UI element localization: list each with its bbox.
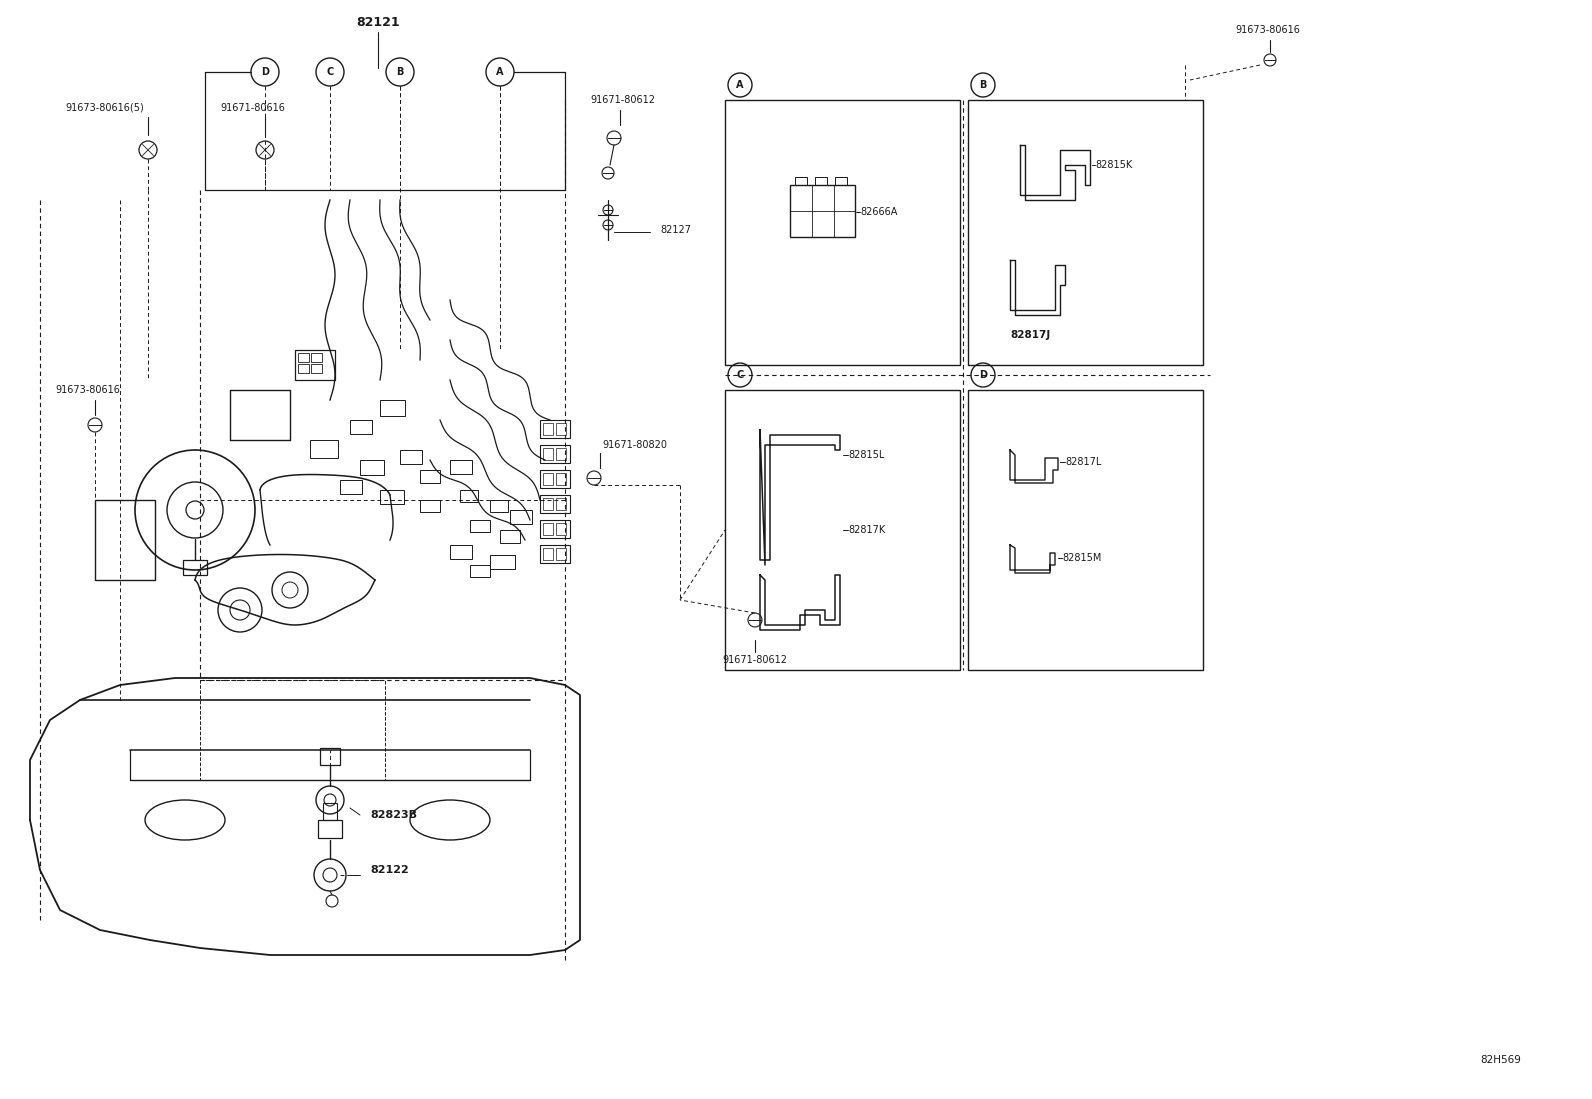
Text: 82666A: 82666A [860,207,898,217]
Text: B: B [979,80,987,90]
Text: 91671-80612: 91671-80612 [723,655,788,665]
Text: 91673-80616: 91673-80616 [1235,25,1301,35]
Bar [556,523,567,535]
Bar [380,490,404,504]
Text: 82817L: 82817L [1065,457,1102,467]
Bar [556,498,567,510]
Bar [298,353,309,362]
Text: C: C [326,67,334,77]
Bar [400,449,422,464]
Text: A: A [497,67,503,77]
Bar [540,495,570,513]
Bar [794,177,807,185]
Bar [310,364,322,373]
Bar [350,420,373,434]
Text: 91673-80616(5): 91673-80616(5) [65,103,143,113]
Bar [543,548,552,560]
Bar [341,480,361,493]
Text: 82H569: 82H569 [1481,1055,1520,1065]
Text: C: C [737,370,743,380]
Bar [323,803,338,820]
Text: 82122: 82122 [369,865,409,875]
Bar [556,473,567,485]
Bar [420,470,439,482]
Text: D: D [261,67,269,77]
Text: D: D [979,370,987,380]
Text: 82817K: 82817K [849,525,885,535]
Bar [540,445,570,463]
Bar [360,460,384,475]
Bar [380,400,404,417]
Bar [451,460,471,474]
Bar [201,680,385,780]
Bar [460,490,478,502]
Text: 82121: 82121 [357,15,400,29]
Bar [968,390,1204,670]
Text: A: A [736,80,743,90]
Bar [540,520,570,539]
Text: 82127: 82127 [661,225,691,235]
Text: B: B [396,67,404,77]
Text: 82815K: 82815K [1095,160,1132,170]
Bar [556,548,567,560]
Bar [556,423,567,435]
Bar [724,100,960,365]
Bar [470,520,490,532]
Text: 82815L: 82815L [849,449,885,460]
Text: 82817J: 82817J [1009,330,1051,340]
Bar [540,420,570,439]
Text: 91673-80616: 91673-80616 [56,385,119,395]
Bar [543,448,552,460]
Bar [320,748,341,765]
Bar [543,498,552,510]
Bar [790,185,855,237]
Bar [490,500,508,512]
Text: 91671-80616: 91671-80616 [220,103,285,113]
Text: 91671-80612: 91671-80612 [591,95,654,106]
Bar [509,510,532,524]
Bar [815,177,826,185]
Bar [490,555,514,569]
Bar [556,448,567,460]
Bar [834,177,847,185]
Bar [310,440,338,458]
Text: 82823B: 82823B [369,810,417,820]
Bar [470,565,490,577]
Bar [540,470,570,488]
Bar [295,349,334,380]
Bar [451,545,471,559]
Text: 82815M: 82815M [1062,553,1102,563]
Bar [298,364,309,373]
Bar [543,473,552,485]
Bar [968,100,1204,365]
Bar [96,500,154,580]
Bar [500,530,521,543]
Bar [543,523,552,535]
Bar [540,545,570,563]
Bar [420,500,439,512]
Bar [310,353,322,362]
Bar [183,560,207,575]
Bar [543,423,552,435]
Bar [318,820,342,839]
Bar [724,390,960,670]
Text: 91671-80820: 91671-80820 [602,440,667,449]
